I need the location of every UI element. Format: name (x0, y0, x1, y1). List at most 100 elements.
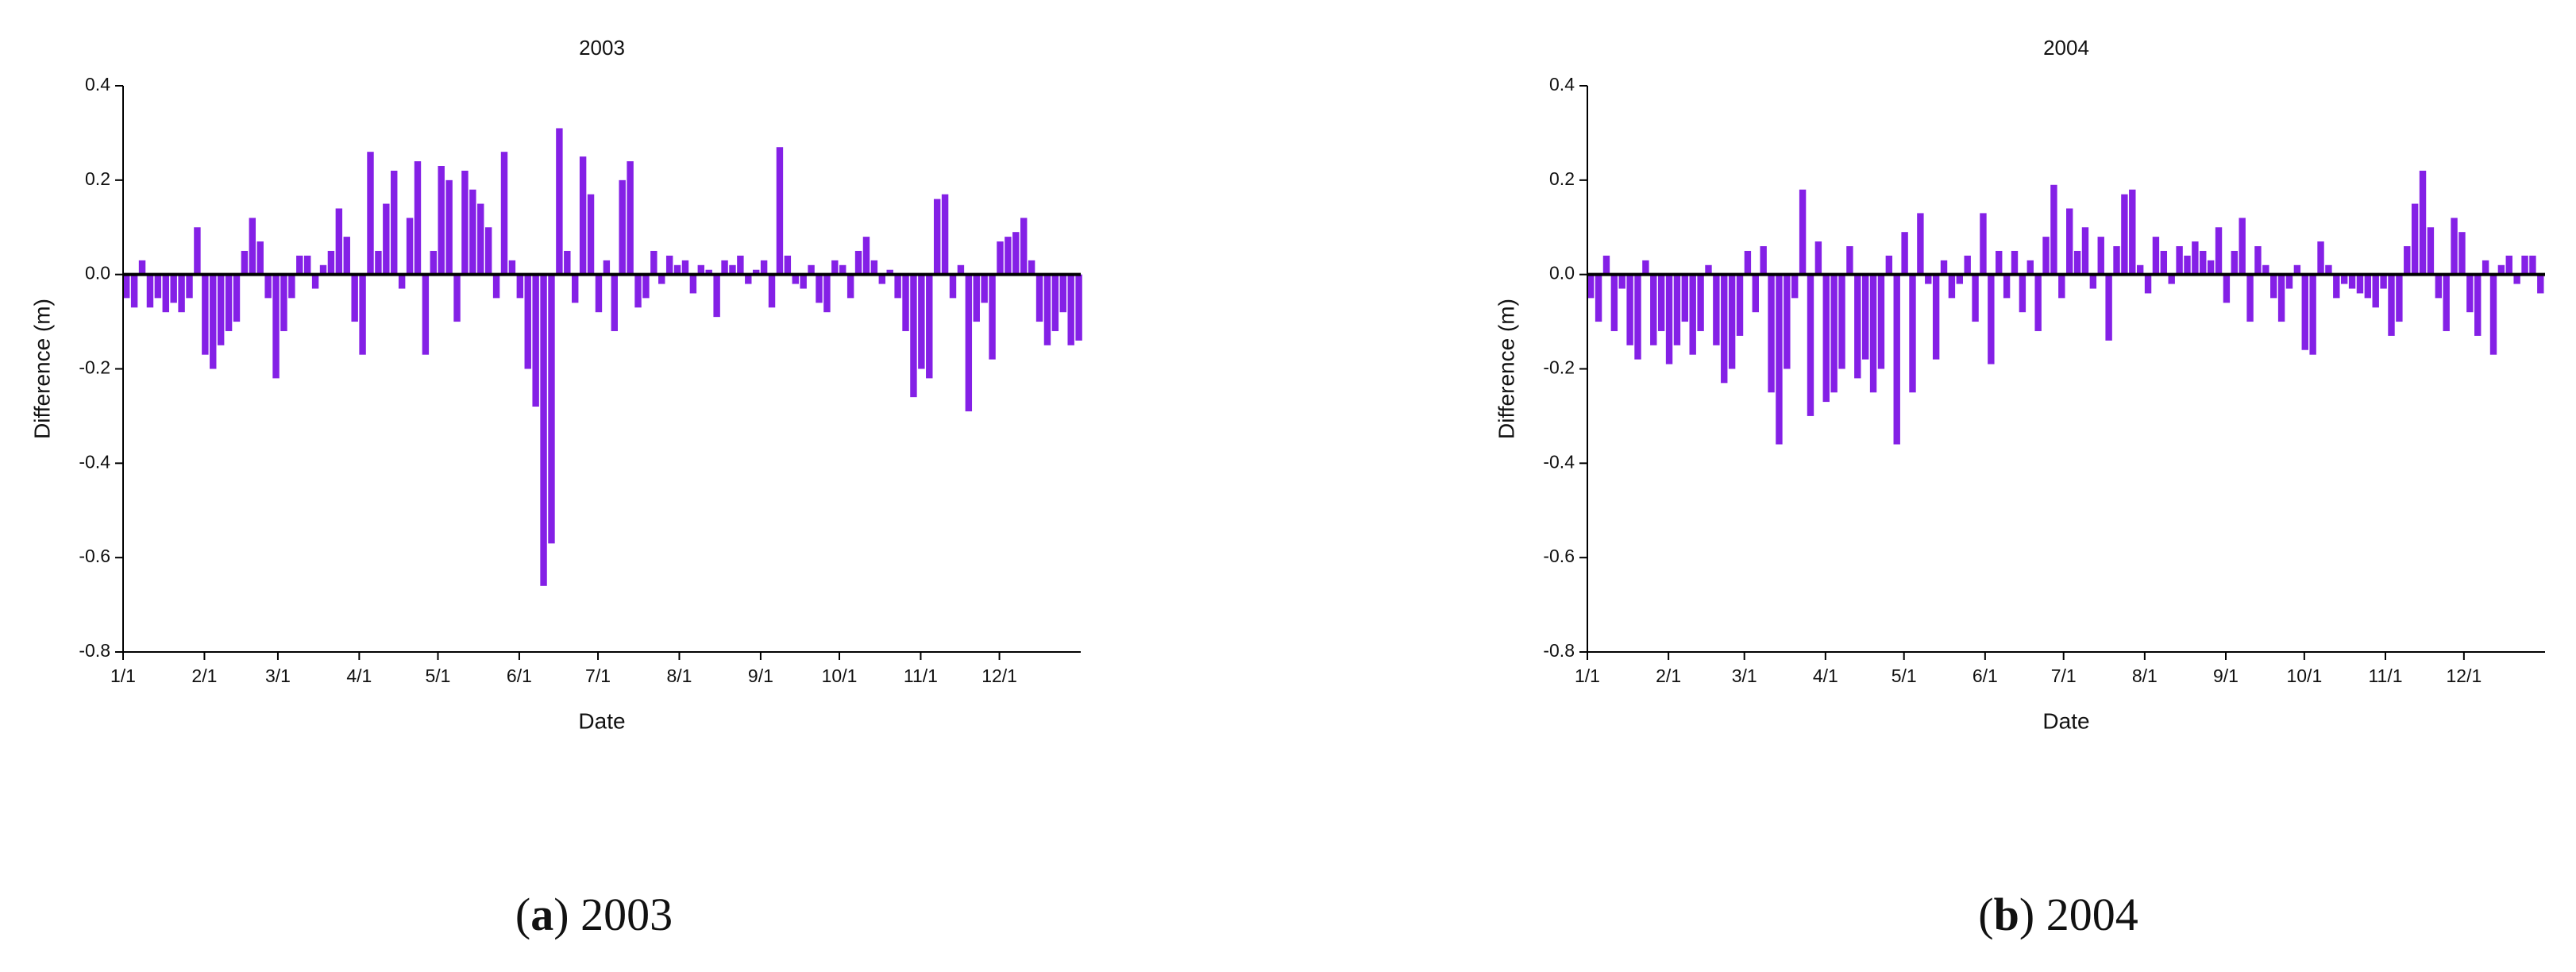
y-tick-label: -0.2 (79, 357, 110, 378)
chart-title: 2003 (579, 36, 625, 60)
bar (1012, 232, 1020, 275)
bar (1964, 255, 1971, 275)
bar (2270, 274, 2277, 299)
bar (406, 218, 414, 275)
bar (808, 264, 815, 275)
bar (2050, 184, 2057, 275)
bar (1752, 274, 1759, 313)
bar (579, 156, 587, 275)
caption-part: b (1994, 889, 2019, 940)
bar (1948, 274, 1956, 299)
y-axis-title: Difference (m) (29, 299, 54, 439)
bar (2073, 250, 2081, 275)
bar (2513, 274, 2520, 284)
bar (146, 274, 154, 308)
x-axis-title: Date (578, 708, 625, 733)
y-tick-label: -0.6 (79, 546, 110, 566)
bar (2333, 274, 2340, 299)
bar (2372, 274, 2379, 308)
bar (800, 274, 807, 289)
bar (233, 274, 241, 322)
bar (1736, 274, 1744, 336)
bar (202, 274, 209, 355)
bar (705, 269, 712, 275)
bar (1602, 255, 1610, 275)
bar (1980, 213, 1987, 275)
bar (1075, 274, 1082, 341)
bar (2521, 255, 2528, 275)
bar (2105, 274, 2112, 341)
bar (1681, 274, 1689, 322)
bar (2168, 274, 2175, 284)
x-tick-label: 2/1 (1656, 665, 1681, 686)
caption: (b) 2004 (1978, 889, 2138, 940)
y-tick-label: 0.0 (1549, 263, 1575, 284)
chart: 2004 Date Difference (m) -0.8 -0.6 -0.4 -0.2 0.… (1494, 36, 2545, 940)
bar (902, 274, 909, 331)
bar (1005, 237, 1012, 275)
bar (689, 274, 697, 294)
x-tick-label: 5/1 (1892, 665, 1917, 686)
bar (752, 269, 760, 275)
bar (2026, 260, 2034, 275)
bar (1650, 274, 1657, 345)
x-tick-label: 8/1 (666, 665, 692, 686)
bar (729, 264, 736, 275)
bar (2113, 246, 2120, 275)
bar (430, 250, 438, 275)
bar (1901, 232, 1908, 275)
bar (2404, 246, 2411, 275)
bar (1610, 274, 1618, 331)
bar (2396, 274, 2403, 322)
bar (1020, 218, 1028, 275)
y-tick-label: -0.4 (79, 451, 110, 472)
bar (941, 194, 949, 275)
x-tick-label: 8/1 (2132, 665, 2158, 686)
bar (123, 274, 130, 299)
bar (1838, 274, 1845, 369)
bar (170, 274, 177, 303)
bar (445, 179, 453, 275)
caption-part: ) 2004 (2019, 889, 2138, 940)
chart: 2003 Date Difference (m) -0.8 -0.6 -0.4 -0.2 0.… (29, 36, 1082, 940)
bar (816, 274, 823, 303)
bar (745, 274, 752, 284)
bar (1854, 274, 1861, 379)
y-tick-label: 0.4 (1549, 74, 1575, 94)
bar (878, 274, 886, 284)
bar (642, 274, 650, 299)
bar (1869, 274, 1877, 393)
bar (2458, 232, 2466, 275)
bar (949, 274, 957, 299)
bar (989, 274, 996, 360)
bar (1059, 274, 1066, 313)
bar (1972, 274, 1979, 322)
bar (2184, 255, 2191, 275)
x-tick-label: 12/1 (981, 665, 1017, 686)
bar (1925, 274, 1932, 284)
bar (713, 274, 720, 318)
bar (1051, 274, 1059, 331)
bar (673, 264, 681, 275)
bar (1885, 255, 1893, 275)
bar (1665, 274, 1673, 364)
bar (2529, 255, 2536, 275)
bar (2207, 260, 2215, 275)
x-tick-label: 11/1 (2368, 665, 2402, 686)
bar (1587, 274, 1595, 299)
bar (1673, 274, 1681, 345)
bar (831, 260, 839, 275)
bar (178, 274, 185, 313)
bar (1776, 274, 1783, 445)
bar (2325, 264, 2332, 275)
bar (658, 274, 665, 284)
bar (1814, 241, 1822, 275)
bar (311, 274, 319, 289)
bar (391, 170, 398, 275)
bar (154, 274, 162, 299)
bar (383, 203, 390, 275)
bar (1705, 264, 1712, 275)
bar (2231, 250, 2238, 275)
x-tick-label: 10/1 (822, 665, 858, 686)
